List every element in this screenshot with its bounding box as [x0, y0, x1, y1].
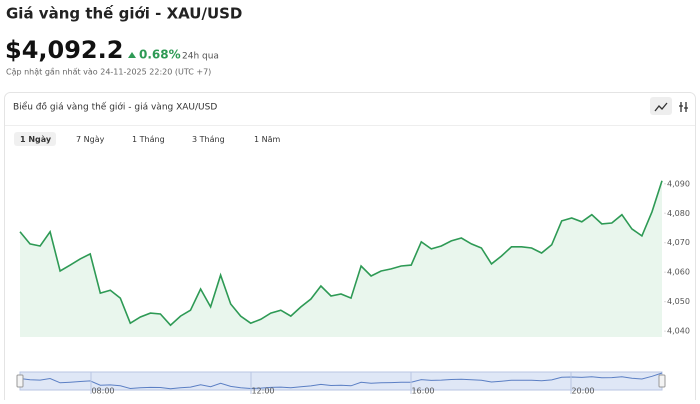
y-tick-label: 4,080: [667, 209, 690, 218]
up-icon: [128, 52, 136, 58]
navigator-label: 12:00: [251, 387, 274, 396]
change: 0.68%: [139, 48, 181, 62]
navigator-label: 08:00: [91, 387, 114, 396]
tab[interactable]: 1 Tháng: [132, 135, 165, 144]
y-tick-label: 4,050: [667, 297, 690, 306]
y-tick-label: 4,090: [667, 179, 690, 188]
tab[interactable]: 1 Ngày: [20, 135, 52, 144]
y-tick-label: 4,040: [667, 327, 690, 336]
navigator-line: [19, 372, 663, 390]
card-title: Biểu đồ giá vàng thế giới - giá vàng XAU…: [13, 102, 217, 113]
tab[interactable]: 3 Tháng: [192, 135, 225, 144]
y-tick-label: 4,060: [667, 268, 690, 277]
tab[interactable]: 7 Ngày: [76, 135, 105, 144]
navigator-handle[interactable]: [16, 374, 24, 388]
navigator: [19, 371, 663, 391]
line-icon: [654, 102, 668, 112]
page-title: Giá vàng thế giới - XAU/USD: [6, 4, 242, 23]
price: $4,092.2: [5, 36, 123, 64]
y-tick-label: 4,070: [667, 238, 690, 247]
period: 24h qua: [182, 52, 219, 62]
price-line: [19, 180, 663, 327]
navigator-label: 20:00: [571, 387, 594, 396]
candle-icon[interactable]: [679, 102, 688, 112]
navigator-label: 16:00: [411, 387, 434, 396]
tab-active[interactable]: [14, 132, 56, 146]
tab[interactable]: 1 Năm: [254, 135, 281, 144]
navigator-handle[interactable]: [658, 374, 666, 388]
updated: Cập nhật gần nhất vào 24-11-2025 22:20 (…: [6, 67, 211, 78]
line-mode-button[interactable]: [650, 97, 672, 115]
area-fill: [20, 180, 662, 337]
